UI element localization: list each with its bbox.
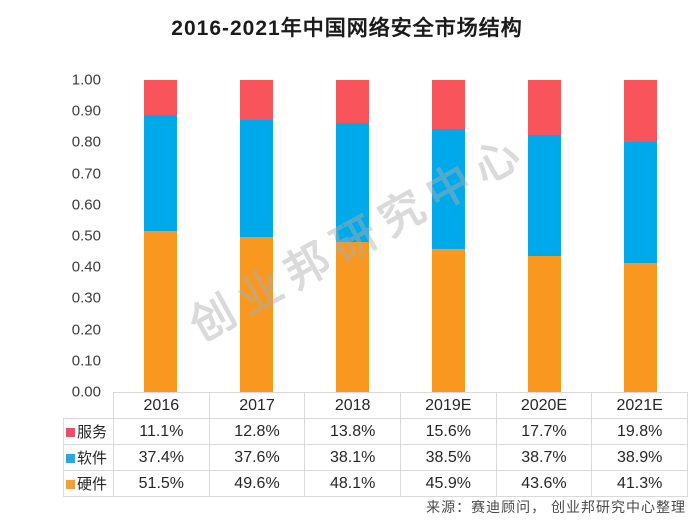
bar-segment-服务-2020E [527, 80, 561, 136]
legend-cell-软件: 软件 [63, 444, 114, 471]
value-cell-软件-2019E: 38.5% [399, 444, 497, 471]
value-cell-服务-2018: 13.8% [304, 418, 401, 445]
source-note: 来源：赛迪顾问， 创业邦研究中心整理 [426, 499, 686, 515]
bar-slot-2020E [496, 80, 592, 392]
legend-label-软件: 软件 [77, 450, 108, 467]
stacked-bar-2019E [431, 80, 465, 392]
bar-segment-硬件-2021E [623, 263, 657, 392]
table-corner-blank [64, 393, 114, 419]
bar-segment-服务-2018 [336, 80, 370, 124]
legend-chip-服务 [66, 427, 75, 437]
value-cell-软件-2017: 37.6% [208, 444, 306, 471]
bar-slot-2017 [209, 80, 305, 392]
value-cell-服务-2016: 11.1% [113, 418, 210, 445]
legend-cell-硬件: 硬件 [63, 470, 114, 497]
bar-segment-软件-2019E [431, 128, 465, 249]
bar-segment-服务-2019E [431, 80, 465, 129]
value-cell-软件-2018: 38.1% [304, 444, 401, 471]
value-cell-硬件-2021E: 41.3% [591, 470, 688, 497]
y-tick-label: 0.00 [71, 383, 101, 401]
y-tick-label: 1.00 [71, 71, 101, 89]
bar-slot-2021E [592, 80, 688, 392]
year-header-2021E: 2021E [591, 392, 688, 419]
stacked-bar-2018 [336, 80, 370, 392]
value-cell-服务-2021E: 19.8% [591, 418, 688, 445]
value-cell-软件-2020E: 38.7% [495, 444, 593, 471]
year-header-2019E: 2019E [399, 392, 497, 419]
value-cell-硬件-2018: 48.1% [304, 470, 401, 497]
y-tick-label: 0.90 [71, 102, 101, 120]
bar-segment-硬件-2017 [240, 237, 274, 392]
value-cell-软件-2016: 37.4% [113, 444, 210, 471]
y-tick-label: 0.30 [71, 289, 101, 307]
bar-segment-硬件-2020E [527, 255, 561, 392]
value-cell-硬件-2017: 49.6% [208, 470, 306, 497]
y-tick-label: 0.40 [71, 258, 101, 276]
bar-segment-硬件-2018 [336, 241, 370, 392]
bar-slot-2016 [113, 80, 209, 392]
bar-slot-2019E [400, 80, 496, 392]
value-cell-硬件-2019E: 45.9% [399, 470, 497, 497]
table-row-软件: 软件 37.4% 37.6% 38.1% 38.5% 38.7% 38.9% [63, 444, 688, 471]
value-cell-硬件-2020E: 43.6% [495, 470, 593, 497]
stacked-bar-2021E [623, 80, 657, 392]
legend-chip-硬件 [66, 479, 75, 489]
y-tick-label: 0.80 [71, 133, 101, 151]
legend-label-服务: 服务 [77, 424, 108, 441]
y-axis: 1.00 0.90 0.80 0.70 0.60 0.50 0.40 0.30 0.20 0.10… [0, 72, 103, 401]
year-header-2017: 2017 [208, 392, 306, 419]
value-cell-硬件-2016: 51.5% [113, 470, 210, 497]
bar-segment-硬件-2019E [431, 248, 465, 392]
chart-title: 2016-2021年中国网络安全市场结构 [171, 17, 523, 40]
value-cell-服务-2017: 12.8% [208, 418, 306, 445]
bar-slot-2018 [305, 80, 401, 392]
y-tick-label: 0.70 [71, 165, 101, 183]
bar-segment-硬件-2016 [144, 231, 178, 392]
value-cell-服务-2020E: 17.7% [495, 418, 593, 445]
y-tick-label: 0.20 [71, 321, 101, 339]
bar-segment-软件-2016 [144, 114, 178, 232]
plot-area [113, 80, 688, 392]
bar-segment-服务-2016 [144, 80, 178, 115]
data-table: 2016 2017 2018 2019E 2020E 2021E 服务 11.1% 12.8% 1… [63, 392, 688, 497]
y-tick-label: 0.10 [71, 352, 101, 370]
bar-segment-软件-2020E [527, 135, 561, 256]
stacked-bar-2016 [144, 80, 178, 392]
table-row-硬件: 硬件 51.5% 49.6% 48.1% 45.9% 43.6% 41.3% [63, 470, 688, 497]
bar-segment-软件-2021E [623, 141, 657, 264]
data-table-body: 2016 2017 2018 2019E 2020E 2021E 服务 11.1% 12.8% 1… [63, 392, 688, 497]
value-cell-软件-2021E: 38.9% [591, 444, 688, 471]
bar-segment-软件-2018 [336, 123, 370, 242]
bar-segment-软件-2017 [240, 119, 274, 238]
table-header-row: 2016 2017 2018 2019E 2020E 2021E [64, 392, 688, 419]
value-cell-服务-2019E: 15.6% [399, 418, 497, 445]
legend-cell-服务: 服务 [63, 418, 114, 445]
table-row-服务: 服务 11.1% 12.8% 13.8% 15.6% 17.7% 19.8% [63, 418, 688, 445]
legend-label-硬件: 硬件 [77, 476, 108, 493]
year-header-2016: 2016 [113, 392, 210, 419]
bar-segment-服务-2021E [623, 80, 657, 142]
stacked-bar-2020E [527, 80, 561, 392]
stacked-bar-2017 [240, 80, 274, 392]
legend-chip-软件 [66, 453, 75, 463]
y-tick-label: 0.60 [71, 196, 101, 214]
year-header-2020E: 2020E [495, 392, 593, 419]
year-header-2018: 2018 [304, 392, 401, 419]
bar-segment-服务-2017 [240, 80, 274, 120]
y-tick-label: 0.50 [71, 227, 101, 245]
